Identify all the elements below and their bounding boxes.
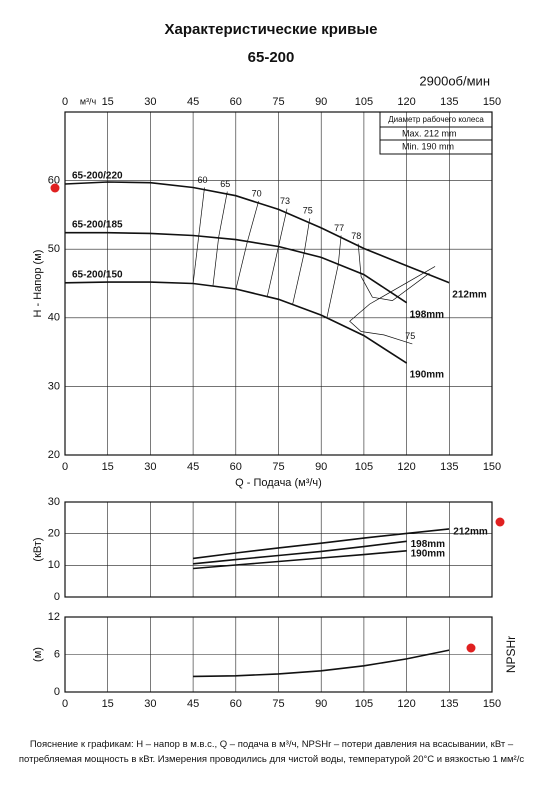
plot-frame bbox=[64, 616, 493, 693]
x-tick-label-top: 135 bbox=[440, 96, 458, 108]
curve bbox=[192, 528, 450, 560]
efficiency-line bbox=[266, 208, 288, 298]
x-tick-label-top: 150 bbox=[483, 96, 501, 108]
curve-end-label: 190mm bbox=[411, 548, 446, 559]
marker-dot bbox=[466, 643, 476, 653]
x-tick-label: 30 bbox=[144, 698, 156, 710]
curve-end-label: 198mm bbox=[411, 539, 446, 550]
efficiency-line bbox=[349, 266, 436, 345]
y-tick-label: 12 bbox=[48, 611, 60, 623]
curve-end-label: 198mm bbox=[410, 309, 445, 320]
efficiency-label: 75 bbox=[303, 206, 313, 216]
efficiency-line bbox=[192, 187, 205, 284]
efficiency-label: 78 bbox=[351, 231, 361, 241]
y-tick-label: 0 bbox=[54, 686, 60, 698]
efficiency-line bbox=[357, 243, 430, 301]
x-tick-label: 0 bbox=[62, 698, 68, 710]
x-tick-label: 0 bbox=[62, 461, 68, 473]
curve bbox=[193, 540, 407, 565]
y-tick-label: 20 bbox=[48, 449, 60, 461]
x-tick-label: 150 bbox=[483, 698, 501, 710]
curve bbox=[65, 231, 408, 304]
curve-end-label: 190mm bbox=[410, 370, 445, 381]
x-tick-label-top: 15 bbox=[102, 96, 114, 108]
x-tick-label-top: 90 bbox=[315, 96, 327, 108]
efficiency-label: 70 bbox=[252, 189, 262, 199]
efficiency-line bbox=[326, 235, 342, 318]
efficiency-label: 77 bbox=[334, 223, 344, 233]
x-tick-label-top: 75 bbox=[272, 96, 284, 108]
x-tick-label: 135 bbox=[440, 461, 458, 473]
side-label: NPSHr bbox=[504, 636, 518, 673]
efficiency-line bbox=[212, 191, 228, 286]
x-tick-label: 15 bbox=[102, 461, 114, 473]
marker-dot bbox=[495, 517, 505, 527]
x-tick-label-top: 120 bbox=[397, 96, 415, 108]
y-tick-label: 10 bbox=[48, 559, 60, 571]
curve bbox=[193, 649, 450, 678]
efficiency-label: 73 bbox=[280, 196, 290, 206]
efficiency-label: 65 bbox=[220, 179, 230, 189]
efficiency-line bbox=[235, 201, 259, 290]
curve-name: 65-200/150 bbox=[72, 269, 123, 280]
x-tick-label: 105 bbox=[355, 461, 373, 473]
y-tick-label: 50 bbox=[48, 243, 60, 255]
x-tick-label-top: 0 bbox=[62, 96, 68, 108]
x-tick-label: 150 bbox=[483, 461, 501, 473]
y-tick-label: 30 bbox=[48, 380, 60, 392]
y-tick-label: 6 bbox=[54, 648, 60, 660]
y-axis-label: (м) bbox=[32, 647, 44, 662]
x-tick-label: 60 bbox=[230, 698, 242, 710]
x-tick-label: 60 bbox=[230, 461, 242, 473]
efficiency-label: 75 bbox=[405, 331, 415, 341]
x-tick-label-top: 45 bbox=[187, 96, 199, 108]
x-tick-label: 75 bbox=[272, 698, 284, 710]
y-tick-label: 20 bbox=[48, 528, 60, 540]
x-tick-label: 45 bbox=[187, 461, 199, 473]
curve-name: 65-200/185 bbox=[72, 219, 123, 230]
y-axis-label: H - Напор (м) bbox=[32, 250, 44, 318]
efficiency-label: 60 bbox=[197, 175, 207, 185]
subtitle: 65-200 bbox=[248, 49, 295, 66]
marker-dot bbox=[50, 183, 60, 193]
x-tick-label: 120 bbox=[397, 461, 415, 473]
x-tick-label-top: 105 bbox=[355, 96, 373, 108]
x-tick-label: 90 bbox=[315, 461, 327, 473]
impeller-box bbox=[379, 111, 493, 155]
plot-frame bbox=[64, 501, 493, 598]
x-unit-label: м³/ч bbox=[80, 96, 97, 106]
x-axis-label: Q - Подача (м³/ч) bbox=[235, 477, 322, 489]
y-tick-label: 30 bbox=[48, 496, 60, 508]
x-tick-label: 105 bbox=[355, 698, 373, 710]
box-max: Max. 212 mm bbox=[402, 128, 457, 138]
x-tick-label-top: 30 bbox=[144, 96, 156, 108]
x-tick-label: 15 bbox=[102, 698, 114, 710]
box-title: Диаметр рабочего колеса bbox=[388, 115, 484, 124]
x-tick-label: 30 bbox=[144, 461, 156, 473]
curve bbox=[64, 181, 450, 284]
x-tick-label: 135 bbox=[440, 698, 458, 710]
y-tick-label: 60 bbox=[48, 175, 60, 187]
x-tick-label-top: 60 bbox=[230, 96, 242, 108]
footnote: Пояснение к графикам: H – напор в м.в.с.… bbox=[18, 739, 525, 765]
y-tick-label: 40 bbox=[48, 312, 60, 324]
x-tick-label: 120 bbox=[397, 698, 415, 710]
y-axis-label: (кВт) bbox=[32, 537, 44, 561]
plot-frame bbox=[64, 111, 493, 456]
box-min: Min. 190 mm bbox=[402, 141, 454, 151]
efficiency-line bbox=[292, 218, 311, 305]
curve bbox=[193, 550, 407, 570]
x-tick-label: 45 bbox=[187, 698, 199, 710]
title: Характеристические кривые bbox=[164, 21, 377, 38]
y-tick-label: 0 bbox=[54, 591, 60, 603]
curve-name: 65-200/220 bbox=[72, 171, 123, 182]
x-tick-label: 90 bbox=[315, 698, 327, 710]
curve-end-label: 212mm bbox=[452, 289, 487, 300]
x-tick-label: 75 bbox=[272, 461, 284, 473]
curve-end-label: 212mm bbox=[453, 527, 488, 538]
speed: 2900об/мин bbox=[419, 73, 490, 88]
